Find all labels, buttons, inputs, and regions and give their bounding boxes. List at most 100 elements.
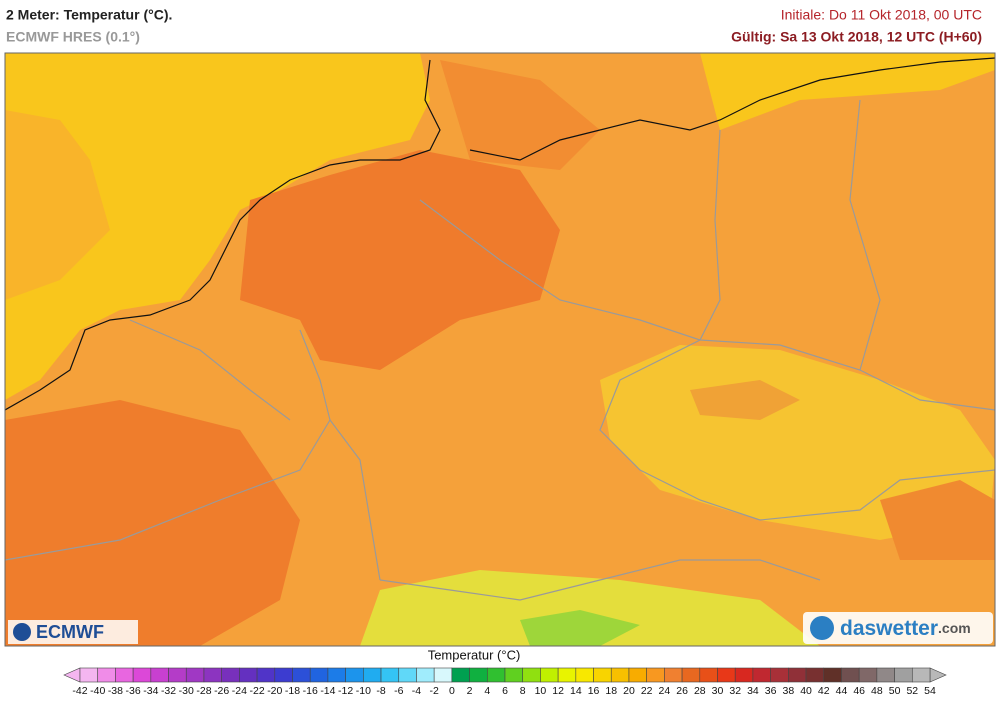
colorbar-swatch — [610, 667, 630, 683]
colorbar-swatch — [823, 667, 842, 683]
colorbar-label: -40 — [90, 685, 105, 697]
ecmwf-logo: ECMWF — [8, 620, 138, 644]
colorbar-swatch — [416, 667, 435, 683]
colorbar-swatch — [752, 667, 771, 683]
daswetter-logo-suffix: .com — [938, 620, 971, 636]
colorbar-swatch — [876, 667, 895, 683]
colorbar-swatch — [292, 667, 311, 683]
colorbar-label: 16 — [588, 685, 600, 697]
colorbar-swatch — [398, 667, 417, 683]
colorbar-swatch — [522, 667, 541, 683]
colorbar-swatch — [788, 667, 807, 683]
colorbar-label: 6 — [502, 685, 508, 697]
colorbar-label: 38 — [782, 685, 794, 697]
colorbar-label: 20 — [623, 685, 635, 697]
colorbar-label: -20 — [267, 685, 282, 697]
colorbar-swatch — [469, 667, 488, 683]
colorbar-label: -32 — [161, 685, 176, 697]
colorbar-swatch — [221, 667, 240, 683]
colorbar-label: 48 — [871, 685, 883, 697]
colorbar-label: -6 — [394, 685, 403, 697]
colorbar-label: 46 — [853, 685, 865, 697]
colorbar-swatch — [540, 667, 559, 683]
colorbar-swatch — [185, 667, 205, 683]
colorbar-swatch — [256, 667, 276, 683]
colorbar-label: 2 — [467, 685, 473, 697]
colorbar-label: 54 — [924, 685, 936, 697]
map — [4, 52, 996, 647]
colorbar-label: -12 — [338, 685, 353, 697]
colorbar-label: 30 — [712, 685, 724, 697]
colorbar-swatch — [115, 667, 134, 683]
colorbar-label: 50 — [889, 685, 901, 697]
colorbar-label: 4 — [484, 685, 490, 697]
colorbar-swatch — [345, 667, 364, 683]
colorbar-label: 42 — [818, 685, 830, 697]
legend-title: Temperatur (°C) — [428, 647, 521, 662]
colorbar-swatch — [451, 667, 470, 683]
colorbar-left-end — [63, 667, 81, 683]
colorbar-right-end — [929, 667, 947, 683]
colorbar-label: -22 — [249, 685, 264, 697]
colorbar-label: -14 — [320, 685, 335, 697]
colorbar-label: 52 — [906, 685, 918, 697]
ecmwf-logo-text: ECMWF — [36, 622, 104, 642]
colorbar-swatch — [504, 667, 524, 683]
colorbar-swatch — [309, 667, 329, 683]
colorbar-label: -30 — [179, 685, 194, 697]
colorbar-label: 28 — [694, 685, 706, 697]
colorbar-swatch — [717, 667, 736, 683]
colorbar-label: -42 — [72, 685, 87, 697]
colorbar-swatch — [911, 667, 931, 683]
colorbar-label: -34 — [143, 685, 158, 697]
daswetter-logo-text: daswetter — [840, 617, 938, 640]
colorbar-label: -4 — [412, 685, 421, 697]
colorbar: -42 -40 -38 -36 -34 -32 -30 -28 -26 -24 -22 -20 -18-… — [63, 667, 947, 697]
colorbar-swatch — [734, 667, 754, 683]
colorbar-label: 24 — [659, 685, 671, 697]
colorbar-label: 32 — [729, 685, 741, 697]
colorbar-swatch — [557, 667, 577, 683]
subtitle: ECMWF HRES (0.1°) — [6, 29, 140, 45]
colorbar-label: 26 — [676, 685, 688, 697]
colorbar-swatch — [132, 667, 152, 683]
valid-time: Gültig: Sa 13 Okt 2018, 12 UTC (H+60) — [731, 29, 982, 45]
colorbar-label: -38 — [108, 685, 123, 697]
colorbar-swatch — [150, 667, 169, 683]
colorbar-label: -10 — [356, 685, 371, 697]
colorbar-label: 12 — [552, 685, 564, 697]
colorbar-label: -16 — [303, 685, 318, 697]
colorbar-swatch — [593, 667, 612, 683]
colorbar-label: -8 — [376, 685, 385, 697]
colorbar-label: 22 — [641, 685, 653, 697]
colorbar-swatch — [699, 667, 718, 683]
colorbar-swatch — [770, 667, 789, 683]
colorbar-label: -24 — [232, 685, 247, 697]
colorbar-swatch — [363, 667, 382, 683]
colorbar-label: -18 — [285, 685, 300, 697]
initial-time: Initiale: Do 11 Okt 2018, 00 UTC — [781, 7, 982, 23]
colorbar-swatch — [646, 667, 665, 683]
daswetter-logo: daswetter.com — [803, 612, 993, 644]
colorbar-label: 10 — [535, 685, 547, 697]
colorbar-label: 0 — [449, 685, 455, 697]
colorbar-swatch — [433, 667, 453, 683]
colorbar-swatch — [486, 667, 506, 683]
colorbar-swatch — [858, 667, 878, 683]
title: 2 Meter: Temperatur (°C). — [6, 7, 172, 23]
colorbar-label: 36 — [765, 685, 777, 697]
colorbar-swatch — [664, 667, 683, 683]
colorbar-label: 14 — [570, 685, 582, 697]
colorbar-swatch — [628, 667, 647, 683]
colorbar-swatch — [380, 667, 400, 683]
colorbar-label: -36 — [126, 685, 141, 697]
colorbar-swatch — [239, 667, 258, 683]
colorbar-swatch — [203, 667, 222, 683]
colorbar-swatch — [79, 667, 99, 683]
colorbar-swatch — [168, 667, 187, 683]
svg-text:daswetter.com: daswetter.com — [840, 617, 971, 640]
colorbar-label: 34 — [747, 685, 759, 697]
colorbar-swatch — [681, 667, 701, 683]
colorbar-swatch — [327, 667, 346, 683]
